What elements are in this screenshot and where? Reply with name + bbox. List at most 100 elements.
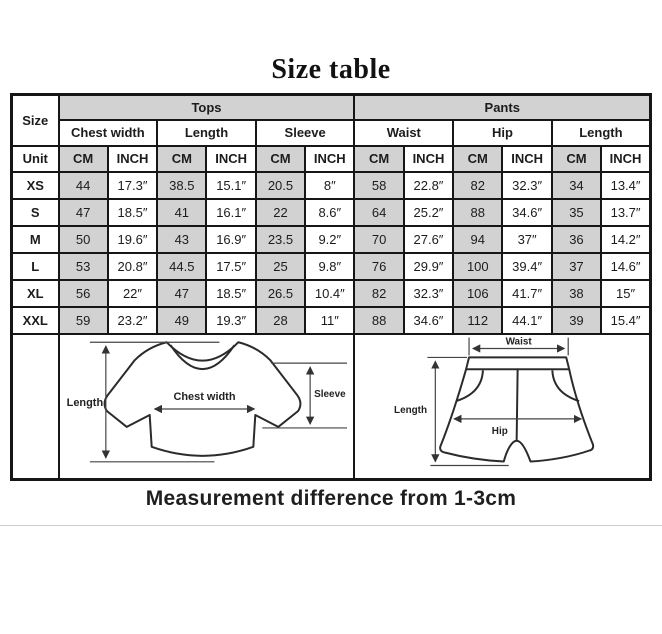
group-header-row: Size Tops Pants (10, 93, 652, 147)
cm-unit-header: CM (254, 144, 307, 173)
inch-value: 20.8″ (106, 251, 159, 281)
table-row: M 50 19.6″ 43 16.9″ 23.5 9.2″ 70 27.6″ 94 37″ 36 14.… (10, 224, 652, 254)
inch-value: 39.4″ (501, 251, 553, 281)
cm-value: 43 (156, 224, 208, 254)
pants-diagram-cell: Waist Length Hip (353, 332, 652, 481)
cm-unit-header: CM (550, 144, 603, 173)
size-label: XS (10, 170, 60, 200)
cm-value: 44 (57, 170, 109, 200)
cm-value: 59 (57, 305, 109, 335)
chest-width-header: Chest width (57, 118, 159, 147)
measurement-header-row: Chest width Length Sleeve Waist Hip Leng… (12, 118, 652, 147)
size-label: L (10, 251, 60, 281)
cm-value: 36 (550, 224, 603, 254)
table-row: L 53 20.8″ 44.5 17.5″ 25 9.8″ 76 29.9″ 100 39.4″ 37… (10, 251, 652, 281)
inch-value: 44.1″ (501, 305, 553, 335)
cm-value: 58 (353, 170, 405, 200)
inch-value: 14.2″ (600, 224, 652, 254)
tops-chest-diagram-label: Chest width (173, 391, 235, 403)
inch-value: 19.6″ (106, 224, 159, 254)
pants-length-header: Length (550, 118, 652, 147)
inch-value: 18.5″ (106, 197, 159, 227)
cm-value: 50 (57, 224, 109, 254)
pants-group-header: Pants (353, 93, 652, 121)
inch-value: 23.2″ (106, 305, 159, 335)
cm-value: 38.5 (156, 170, 208, 200)
inch-value: 34.6″ (402, 305, 455, 335)
cm-value: 82 (452, 170, 504, 200)
table-row: XL 56 22″ 47 18.5″ 26.5 10.4″ 82 32.3″ 106 41.7″ 38… (10, 278, 652, 308)
cm-value: 44.5 (156, 251, 208, 281)
sleeve-header: Sleeve (254, 118, 356, 147)
cm-value: 34 (550, 170, 603, 200)
pants-waist-diagram-label: Waist (506, 337, 533, 348)
tops-sleeve-diagram-label: Sleeve (314, 389, 346, 400)
cm-value: 88 (353, 305, 405, 335)
empty-cell (10, 332, 60, 481)
inch-value: 16.9″ (205, 224, 257, 254)
cm-value: 38 (550, 278, 603, 308)
cm-value: 37 (550, 251, 603, 281)
cm-value: 28 (254, 305, 307, 335)
size-label: XXL (10, 305, 60, 335)
inch-value: 32.3″ (501, 170, 553, 200)
cm-value: 106 (452, 278, 504, 308)
pants-length-diagram-label: Length (394, 405, 427, 416)
inch-unit-header: INCH (106, 144, 159, 173)
inch-value: 13.4″ (600, 170, 652, 200)
size-label: S (10, 197, 60, 227)
inch-unit-header: INCH (402, 144, 455, 173)
inch-value: 11″ (304, 305, 356, 335)
tops-length-diagram-label: Length (66, 397, 103, 409)
cm-value: 70 (353, 224, 405, 254)
cm-value: 56 (57, 278, 109, 308)
cm-value: 49 (156, 305, 208, 335)
inch-value: 37″ (501, 224, 553, 254)
cm-unit-header: CM (57, 144, 109, 173)
inch-value: 25.2″ (402, 197, 455, 227)
tops-group-header: Tops (57, 93, 356, 121)
cm-unit-header: CM (452, 144, 504, 173)
inch-value: 27.6″ (402, 224, 455, 254)
inch-value: 9.2″ (304, 224, 356, 254)
bottom-divider (0, 525, 662, 526)
cm-value: 26.5 (254, 278, 307, 308)
cm-value: 35 (550, 197, 603, 227)
inch-value: 34.6″ (501, 197, 553, 227)
inch-value: 18.5″ (205, 278, 257, 308)
size-rows: XS 44 17.3″ 38.5 15.1″ 20.5 8″ 58 22.8″ 82 32.3″ 34… (10, 170, 652, 335)
inch-value: 32.3″ (402, 278, 455, 308)
cm-value: 100 (452, 251, 504, 281)
table-row: XXL 59 23.2″ 49 19.3″ 28 11″ 88 34.6″ 112 44.1″ 39 1… (10, 305, 652, 335)
cm-value: 64 (353, 197, 405, 227)
unit-corner-header: Unit (10, 144, 60, 173)
cm-value: 41 (156, 197, 208, 227)
tops-diagram-cell: Length Chest width Sleeve (57, 332, 356, 481)
inch-value: 16.1″ (205, 197, 257, 227)
hip-header: Hip (452, 118, 553, 147)
inch-value: 8.6″ (304, 197, 356, 227)
pants-hip-diagram-label: Hip (492, 426, 508, 437)
size-label: XL (10, 278, 60, 308)
cm-value: 25 (254, 251, 307, 281)
inch-unit-header: INCH (600, 144, 652, 173)
cm-value: 112 (452, 305, 504, 335)
table-row: S 47 18.5″ 41 16.1″ 22 8.6″ 64 25.2″ 88 34.6″ 35 13.… (10, 197, 652, 227)
inch-unit-header: INCH (205, 144, 257, 173)
cm-value: 23.5 (254, 224, 307, 254)
waist-header: Waist (353, 118, 455, 147)
footnote-text: Measurement difference from 1-3cm (145, 487, 517, 510)
shorts-outline-icon (439, 356, 595, 463)
cm-value: 47 (156, 278, 208, 308)
inch-value: 10.4″ (304, 278, 356, 308)
cm-value: 94 (452, 224, 504, 254)
tshirt-measure-lines (89, 341, 347, 463)
cm-value: 53 (57, 251, 109, 281)
inch-value: 9.8″ (304, 251, 356, 281)
cm-value: 22 (254, 197, 307, 227)
table-row: XS 44 17.3″ 38.5 15.1″ 20.5 8″ 58 22.8″ 82 32.3″ 34… (10, 170, 652, 200)
tops-length-header: Length (156, 118, 257, 147)
diagram-row: Length Chest width Sleeve (10, 332, 652, 481)
unit-header-row: Unit CM INCH CM INCH CM INCH CM INCH CM … (10, 144, 652, 173)
inch-value: 8″ (304, 170, 356, 200)
